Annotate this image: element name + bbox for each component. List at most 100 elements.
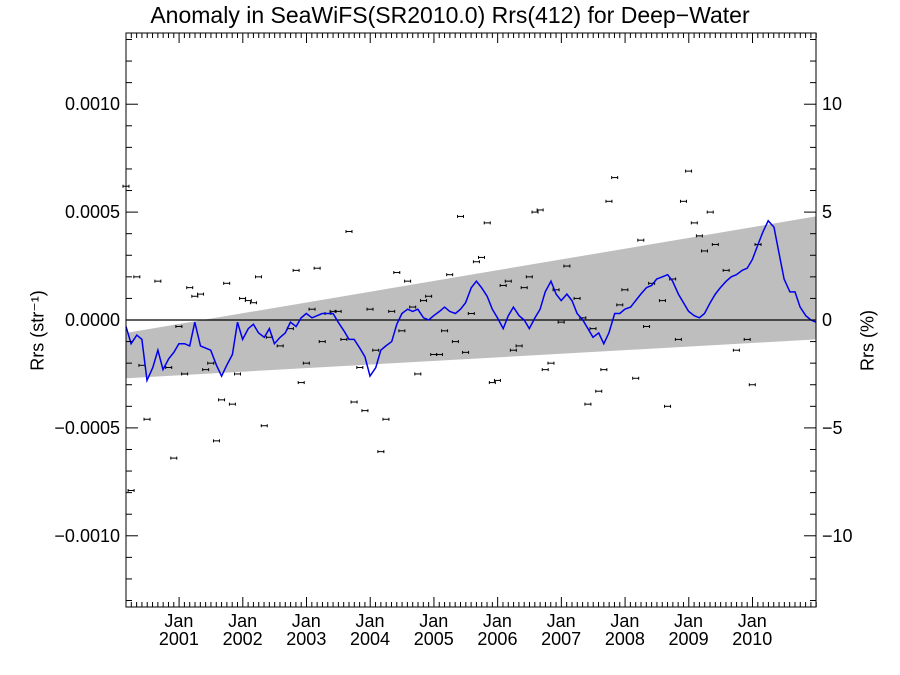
data-point [197, 292, 205, 296]
data-point [685, 169, 693, 173]
data-point [143, 417, 151, 421]
data-point [228, 402, 236, 406]
y-tick-label: −0.0010 [54, 526, 120, 546]
data-point [701, 249, 709, 253]
data-point [175, 324, 183, 328]
data-point [318, 340, 326, 344]
data-point [409, 305, 417, 309]
x-tick-month-label: Jan [419, 611, 448, 631]
data-point [690, 221, 698, 225]
y-right-tick-label: 5 [822, 202, 832, 222]
data-point [292, 268, 300, 272]
data-point [706, 210, 714, 214]
data-point [239, 296, 247, 300]
y-right-tick-label: 0 [822, 310, 832, 330]
data-point [414, 372, 422, 376]
x-tick-year-label: 2006 [477, 629, 517, 649]
data-point [504, 279, 512, 283]
data-point [637, 238, 645, 242]
data-point [441, 329, 449, 333]
y-tick-label: −0.0005 [54, 418, 120, 438]
data-point [493, 378, 501, 382]
data-point [451, 340, 459, 344]
uncertainty-band [126, 216, 816, 379]
data-point [154, 279, 162, 283]
data-point [531, 210, 539, 214]
data-point [425, 294, 433, 298]
x-tick-month-label: Jan [610, 611, 639, 631]
data-point [456, 214, 464, 218]
x-tick-year-label: 2005 [414, 629, 454, 649]
data-point [372, 348, 380, 352]
data-point [632, 376, 640, 380]
uncertainty-band-layer [126, 216, 816, 379]
data-point [191, 294, 199, 298]
data-point [664, 404, 672, 408]
data-point [249, 301, 257, 305]
data-point [722, 268, 730, 272]
data-point [377, 450, 385, 454]
data-point [356, 365, 364, 369]
data-point [218, 398, 226, 402]
data-point [212, 439, 220, 443]
data-point [276, 344, 284, 348]
data-point [202, 368, 210, 372]
data-point [255, 275, 263, 279]
data-point [520, 286, 528, 290]
chart-title: Anomaly in SeaWiFS(SR2010.0) Rrs(412) fo… [150, 2, 750, 28]
x-tick-month-label: Jan [292, 611, 321, 631]
data-point [420, 299, 428, 303]
data-point [557, 320, 565, 324]
data-point [350, 400, 358, 404]
data-point [589, 327, 597, 331]
data-point [472, 260, 480, 264]
trend-line-layer [125, 219, 817, 384]
data-point [223, 281, 231, 285]
data-point [611, 176, 619, 180]
data-point [345, 230, 353, 234]
data-points-layer [122, 169, 762, 492]
data-point [340, 337, 348, 341]
data-point [446, 273, 454, 277]
data-point [515, 344, 523, 348]
data-point [616, 303, 624, 307]
data-point [302, 361, 310, 365]
data-point [260, 424, 268, 428]
x-tick-year-label: 2001 [159, 629, 199, 649]
data-point [547, 361, 555, 365]
data-point [467, 312, 475, 316]
data-point [478, 255, 486, 259]
x-tick-year-label: 2008 [605, 629, 645, 649]
x-tick-year-label: 2002 [223, 629, 263, 649]
x-tick-month-label: Jan [356, 611, 385, 631]
trend-line [125, 219, 817, 384]
data-point [127, 488, 135, 492]
y-tick-label: 0.0000 [65, 310, 120, 330]
data-point [366, 307, 374, 311]
data-point [711, 242, 719, 246]
data-point [435, 353, 443, 357]
data-point [488, 381, 496, 385]
data-point [133, 275, 141, 279]
data-point [573, 296, 581, 300]
data-point [404, 279, 412, 283]
x-tick-year-label: 2010 [732, 629, 772, 649]
y-tick-label: 0.0010 [65, 94, 120, 114]
data-point [509, 348, 517, 352]
data-point [536, 208, 544, 212]
data-point [297, 381, 305, 385]
data-point [658, 299, 666, 303]
data-point [595, 389, 603, 393]
data-point [674, 337, 682, 341]
x-tick-year-label: 2004 [350, 629, 390, 649]
data-point [748, 383, 756, 387]
data-point [398, 329, 406, 333]
data-point [679, 199, 687, 203]
x-tick-month-label: Jan [674, 611, 703, 631]
data-point [382, 417, 390, 421]
data-point [563, 264, 571, 268]
axes-layer: 0.0010 0.0005 0.0000 −0.0005 −0.0010 10 5 0 −5 −1… [54, 32, 853, 649]
x-tick-month-label: Jan [228, 611, 257, 631]
data-point [743, 337, 751, 341]
x-tick-month-label: Jan [483, 611, 512, 631]
